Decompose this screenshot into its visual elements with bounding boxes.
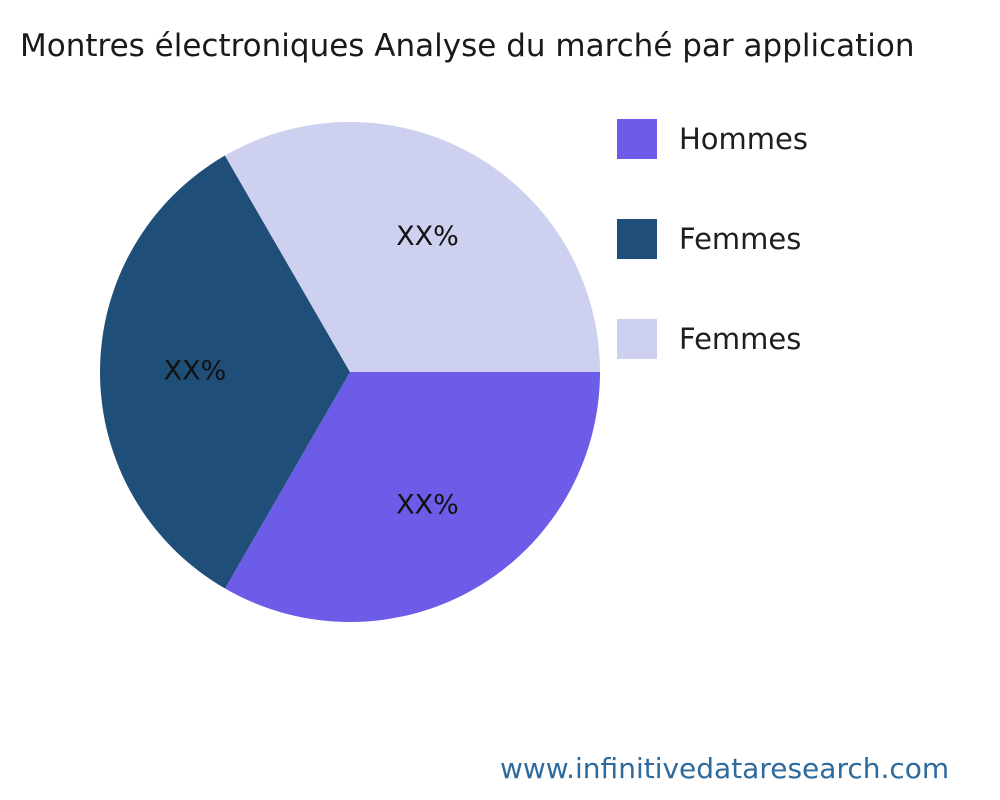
legend-item: Femmes: [617, 218, 808, 260]
legend-label: Femmes: [679, 322, 802, 356]
pie-slice-value-label: XX%: [396, 490, 459, 521]
pie-slice-value-label: XX%: [396, 221, 459, 252]
pie-slice-femmes-2: [224, 122, 600, 373]
legend-label: Femmes: [679, 222, 802, 256]
legend-label: Hommes: [679, 122, 808, 156]
pie-slice-hommes-0: [225, 372, 601, 622]
legend-swatch-femmes: [617, 219, 657, 259]
pie-slice-value-label: XX%: [164, 356, 227, 387]
legend-item: Femmes: [617, 318, 808, 360]
pie-slice-femmes-1: [100, 155, 351, 589]
legend: Hommes Femmes Femmes: [617, 118, 808, 418]
footer-website-link[interactable]: www.infinitivedataresearch.com: [500, 752, 950, 785]
legend-swatch-hommes: [617, 119, 657, 159]
legend-item: Hommes: [617, 118, 808, 160]
chart-title: Montres électroniques Analyse du marché …: [20, 28, 915, 64]
legend-swatch-femmes-2: [617, 319, 657, 359]
